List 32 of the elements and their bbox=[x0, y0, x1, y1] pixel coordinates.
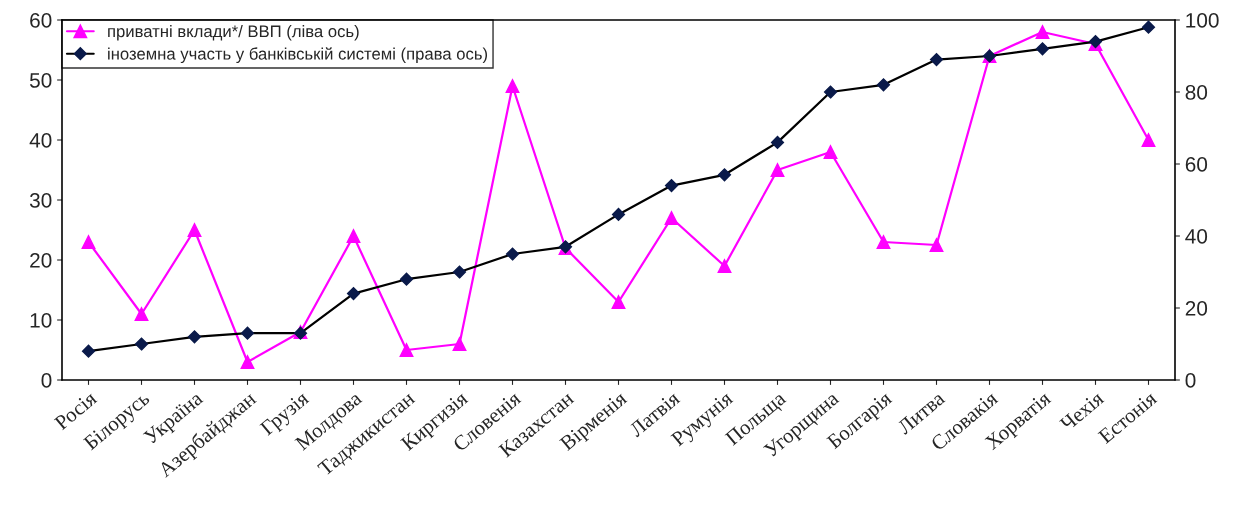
point bbox=[929, 238, 944, 252]
point bbox=[346, 229, 361, 243]
y-tick-label: 50 bbox=[29, 73, 52, 88]
point bbox=[452, 337, 467, 351]
y2-tick-label: 40 bbox=[1185, 229, 1208, 244]
point bbox=[399, 343, 414, 357]
point bbox=[611, 295, 626, 309]
y2-tick-label: 20 bbox=[1185, 301, 1208, 316]
point bbox=[240, 355, 255, 369]
point bbox=[81, 235, 96, 249]
y2-tick-label: 100 bbox=[1186, 13, 1219, 28]
point bbox=[187, 223, 202, 237]
point bbox=[664, 211, 679, 225]
y2-tick-label: 0 bbox=[1185, 373, 1196, 388]
point bbox=[823, 145, 838, 159]
y-tick-label: 20 bbox=[30, 253, 52, 268]
y-tick-label: 60 bbox=[30, 13, 52, 28]
point bbox=[134, 307, 149, 321]
point bbox=[770, 163, 785, 177]
y2-tick-label: 60 bbox=[1185, 157, 1208, 172]
point bbox=[505, 79, 520, 93]
y-tick-label: 40 bbox=[29, 133, 52, 148]
legend-label: приватні вклади*/ ВВП (ліва ось) bbox=[108, 25, 359, 41]
point bbox=[876, 235, 891, 249]
point bbox=[717, 259, 732, 273]
y-tick-label: 30 bbox=[29, 193, 52, 208]
y2-tick-label: 80 bbox=[1185, 85, 1208, 100]
point bbox=[1141, 133, 1156, 147]
point bbox=[1035, 25, 1050, 39]
y-tick-label: 0 bbox=[41, 373, 52, 388]
y-tick-label: 10 bbox=[30, 313, 52, 328]
legend-label: іноземна участь у банківській системі (права ось) bbox=[108, 47, 488, 64]
